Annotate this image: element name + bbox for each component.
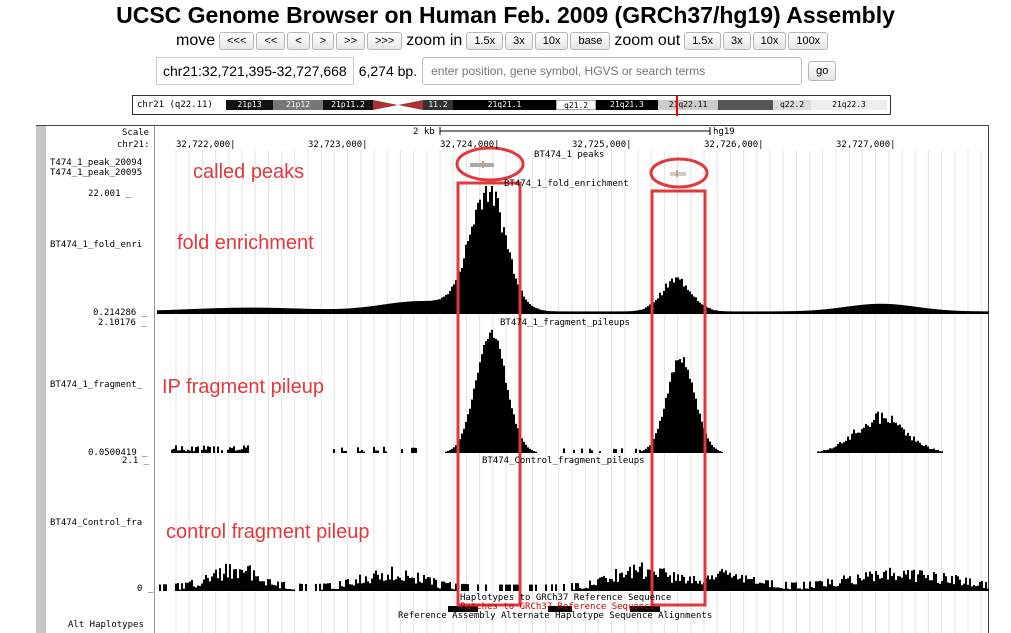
move-left-2-button[interactable]: << <box>256 32 286 50</box>
peaks-track-title: BT474_1 peaks <box>534 150 605 160</box>
fold-enrichment-max: 22.001 _ <box>88 189 132 199</box>
alt-haplotypes-label[interactable]: Alt Haplotypes <box>68 620 144 630</box>
position-display[interactable]: chr21:32,721,395-32,727,668 <box>156 57 354 85</box>
move-far-left-button[interactable]: <<< <box>219 32 255 50</box>
ideogram-band: 21q21.3 <box>596 100 658 110</box>
zoom-in-3x-button[interactable]: 3x <box>505 32 533 50</box>
called-peak-highlight <box>649 157 709 189</box>
haplotype-block <box>448 606 478 612</box>
ruler-scale-label: Scale <box>122 128 150 138</box>
region-size: 6,274 bp. <box>358 63 418 79</box>
move-right-2-button[interactable]: >> <box>336 32 365 50</box>
called-peak-highlight <box>455 146 525 182</box>
zoom-in-base-button[interactable]: base <box>570 32 611 50</box>
zoom-in-1-5x-button[interactable]: 1.5x <box>466 32 504 50</box>
zoom-in-10x-button[interactable]: 10x <box>534 32 569 50</box>
fold-enrichment-min: 0.214286 _ <box>93 308 148 318</box>
navigation-bar: move <<< << < > >> >>> zoom in 1.5x 3x 1… <box>173 30 829 52</box>
control-pileup-track-label[interactable]: BT474_Control_fra <box>50 518 143 528</box>
track-label-column <box>47 126 155 633</box>
annotation-ip-fragment-pileup: IP fragment pileup <box>162 376 324 398</box>
ruler-scale-text: 2 kb <box>413 127 435 137</box>
ruler-chrom-label: chr21: <box>117 140 150 150</box>
ruler-tick: 32,723,000| <box>308 140 368 150</box>
fold-enrichment-track-title: BT474_1_fold_enrichment <box>504 179 629 189</box>
ideogram-chrom-label: chr21 (q22.11) <box>137 100 213 110</box>
control-pileup-min: 0 _ <box>137 584 154 594</box>
zoom-out-label: zoom out <box>614 32 681 49</box>
ideogram-band: 21p11.2 <box>323 100 373 110</box>
ideogram-band: 21q22.11 <box>658 100 718 110</box>
peak-summit <box>482 161 484 168</box>
position-bar: chr21:32,721,395-32,727,668 6,274 bp. go <box>156 56 837 86</box>
annotation-fold-enrichment: fold enrichment <box>177 232 314 254</box>
ideogram-band: 21q22.3 <box>811 100 887 110</box>
ip-pileup-max: 2.10176 _ <box>98 318 147 328</box>
zoom-out-1-5x-button[interactable]: 1.5x <box>684 32 721 50</box>
haplotype-block <box>630 606 660 612</box>
peak-summit <box>676 170 678 177</box>
control-pileup-track-title: BT474_Control_fragment_pileups <box>482 456 645 466</box>
ideogram-band-dark <box>718 100 773 110</box>
peak-item-label[interactable]: T474_1_peak_20095 <box>50 168 143 178</box>
ideogram-band: q21.2 <box>556 100 596 110</box>
alt-haplotype-line: Reference Assembly Alternate Haplotype S… <box>398 611 713 621</box>
ip-pileup-track-title: BT474_1_fragment_pileups <box>500 318 631 328</box>
ip-pileup-min: 0.0500419 _ <box>88 448 148 458</box>
peak-region-box <box>456 181 522 607</box>
ruler-tick: 32,722,000| <box>176 140 236 150</box>
ideogram-band: 21p13 <box>226 100 273 110</box>
move-left-button[interactable]: < <box>287 32 310 50</box>
control-pileup-max: 2.1 _ <box>122 456 150 466</box>
go-button[interactable]: go <box>808 61 837 81</box>
page-title: UCSC Genome Browser on Human Feb. 2009 (… <box>116 2 895 28</box>
ideogram-band: q22.2 <box>773 100 811 110</box>
ruler-tick: 32,726,000| <box>704 140 764 150</box>
ruler-assembly: hg19 <box>713 127 735 137</box>
search-input[interactable] <box>422 57 803 85</box>
annotation-called-peaks: called peaks <box>193 161 305 183</box>
ruler-tick: 32,727,000| <box>836 140 896 150</box>
track-sidebar[interactable] <box>36 126 46 633</box>
ideogram-band: 21q21.1 <box>453 100 556 110</box>
ruler-tick: 32,724,000| <box>440 140 500 150</box>
peak-item-label[interactable]: T474_1_peak_20094 <box>50 158 143 168</box>
zoom-out-3x-button[interactable]: 3x <box>722 32 751 50</box>
peak-region-box <box>650 189 707 607</box>
patches-line: Patches to GRCh37 Reference Sequence <box>460 602 656 612</box>
ideogram-position-marker <box>676 96 678 116</box>
ip-pileup-track-label[interactable]: BT474_1_fragment_ <box>50 380 143 390</box>
zoom-out-100x-button[interactable]: 100x <box>788 32 829 50</box>
ideogram-band: 21p12 <box>273 100 323 110</box>
move-right-button[interactable]: > <box>311 32 335 50</box>
haplotypes-line: Haplotypes to GRCh37 Reference Sequence <box>460 593 672 603</box>
chromosome-ideogram[interactable]: chr21 (q22.11) 21p13 21p12 21p11.2 11.2 … <box>132 95 891 116</box>
track-image[interactable] <box>36 125 989 633</box>
zoom-out-10x-button[interactable]: 10x <box>752 32 787 50</box>
ip-pileup-signal <box>171 329 943 453</box>
ruler-tick: 32,725,000| <box>572 140 632 150</box>
control-pileup-signal <box>159 562 989 591</box>
move-far-right-button[interactable]: >>> <box>367 32 403 50</box>
move-label: move <box>176 32 216 49</box>
zoom-in-label: zoom in <box>406 32 463 49</box>
ideogram-band: 11.2 <box>423 100 453 110</box>
haplotype-block <box>548 606 572 612</box>
annotation-control-fragment-pileup: control fragment pileup <box>166 521 370 543</box>
fold-enrichment-track-label[interactable]: BT474_1_fold_enri <box>50 240 143 250</box>
centromere-icon <box>373 100 423 110</box>
fold-enrichment-signal <box>157 186 989 314</box>
